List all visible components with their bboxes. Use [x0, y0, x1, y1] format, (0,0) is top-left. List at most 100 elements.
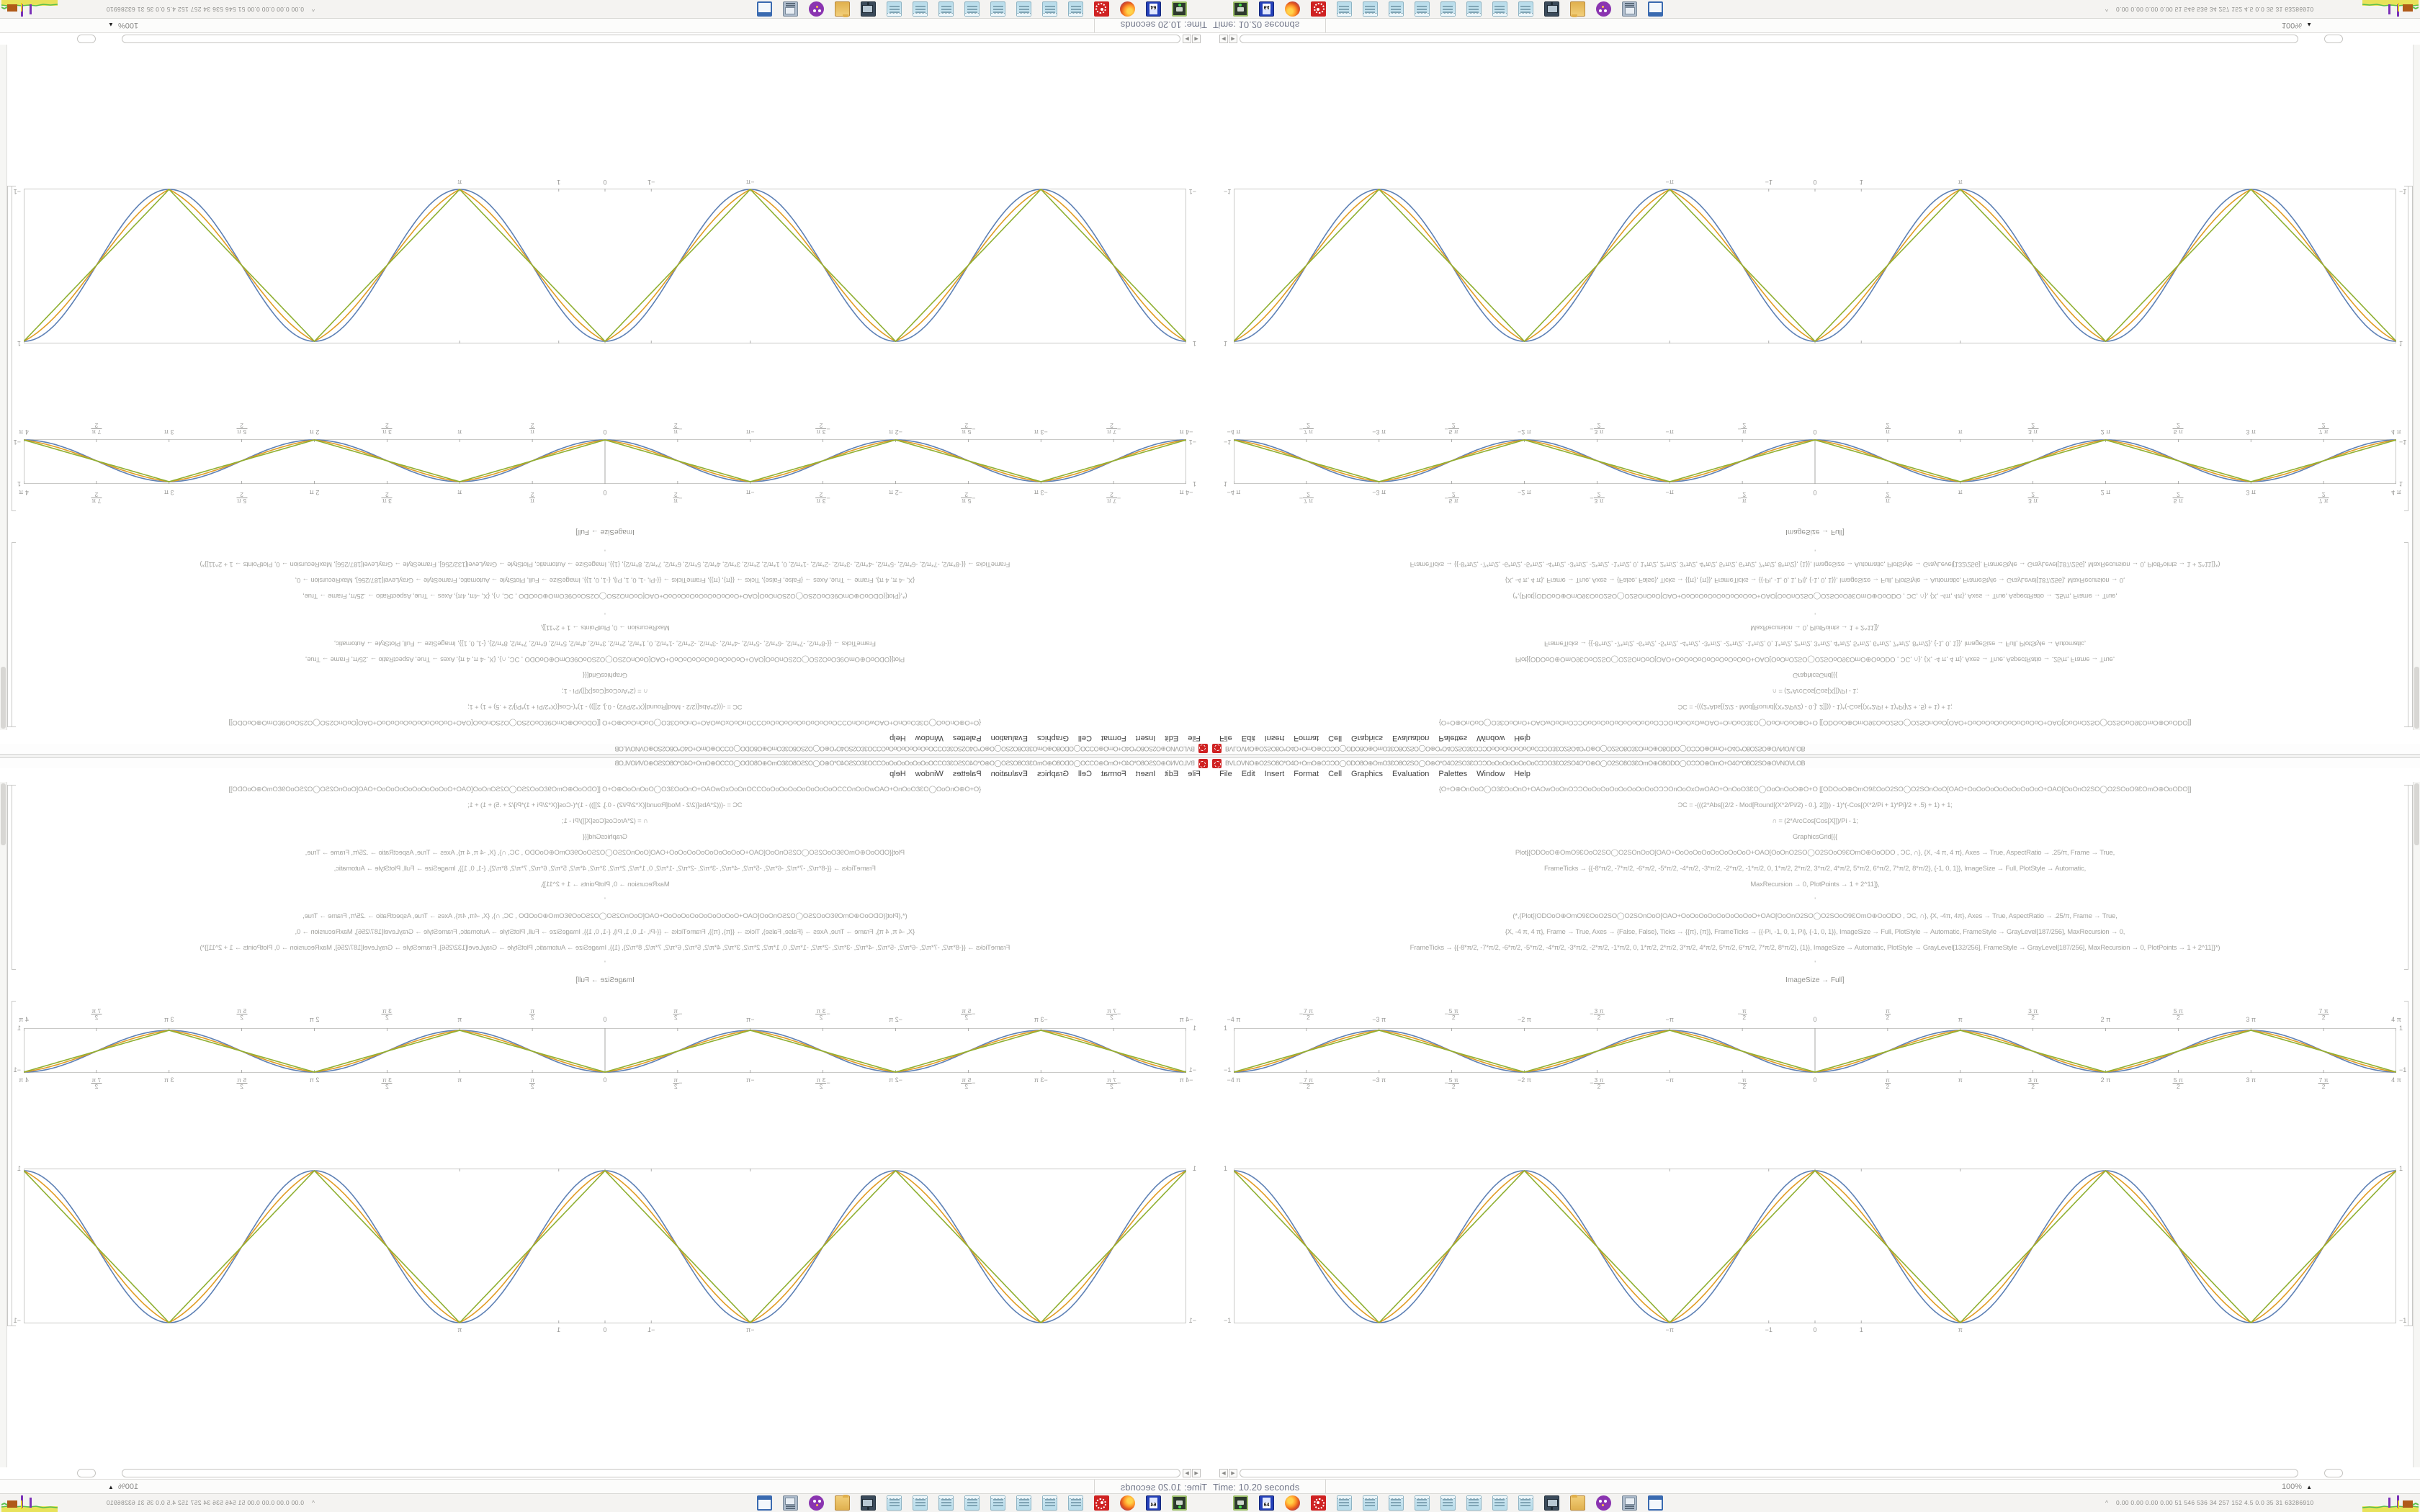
- code-line-5[interactable]: Plot[{ODOoO⊕OmO9ƐOoO2SO◯O2SOnOoO[OAO+OoO…: [1515, 655, 2115, 663]
- code-line-12[interactable]: ': [1814, 544, 1816, 552]
- window-icon[interactable]: [757, 1495, 772, 1511]
- plotD-chart[interactable]: [24, 189, 1186, 343]
- menu-evaluation[interactable]: Evaluation: [1392, 734, 1430, 742]
- scroll-right-button[interactable]: ▶: [1229, 35, 1237, 43]
- code-line-8[interactable]: ': [604, 608, 606, 616]
- system-monitor-graph[interactable]: [1, 1495, 58, 1512]
- code-line-11[interactable]: FrameTicks → {{-8*π/2, -7*π/2, -6*π/2, -…: [200, 944, 1010, 952]
- notebook-code-cells[interactable]: {O+O⊕OnOoO◯O3ƐOoOnO+OAOwOoOnOƆƆOoOoOoOoO…: [0, 782, 1210, 972]
- notepad-icon[interactable]: [1518, 1495, 1533, 1511]
- code-line-5[interactable]: Plot[{ODOoO⊕OmO9ƐOoO2SO◯O2SOnOoO[OAO+OoO…: [305, 849, 905, 857]
- gear-icon[interactable]: [1094, 1, 1109, 17]
- menu-insert[interactable]: Insert: [1264, 734, 1285, 742]
- menu-cell[interactable]: Cell: [1328, 770, 1343, 778]
- firefox-icon[interactable]: [1285, 1, 1300, 17]
- code-line-4[interactable]: GraphicsGrid[{{: [1793, 833, 1837, 841]
- notebook-code-cells[interactable]: {O+O⊕OnOoO◯O3ƐOoOnO+OAOwOoOnOƆƆOoOoOoOoO…: [0, 540, 1210, 730]
- notepad-icon[interactable]: [1068, 1495, 1083, 1511]
- system-monitor-graph[interactable]: [2362, 1495, 2419, 1512]
- notepad-icon[interactable]: [1016, 1, 1031, 17]
- code-line-1[interactable]: {O+O⊕OnOoO◯O3ƐOoOnO+OAOwOoOnOƆƆOoOoOoOoO…: [228, 786, 982, 793]
- code-line-7[interactable]: MaxRecursion → 0, PlotPoints → 1 + 2^11]…: [540, 624, 670, 631]
- code-line-3[interactable]: ∩ = (2*ArcCos[Cos[X]])/Pi - 1;: [562, 817, 648, 825]
- cell-bracket-code[interactable]: [2404, 785, 2408, 970]
- menu-format[interactable]: Format: [1101, 770, 1126, 778]
- menu-edit[interactable]: Edit: [1241, 770, 1255, 778]
- cell-bracket-code[interactable]: [12, 785, 16, 970]
- code-line-4[interactable]: GraphicsGrid[{{: [583, 671, 627, 679]
- notepad-icon[interactable]: [1466, 1495, 1482, 1511]
- menu-evaluation[interactable]: Evaluation: [990, 770, 1028, 778]
- menu-edit[interactable]: Edit: [1241, 734, 1255, 742]
- code-line-10[interactable]: {X, -4 π, 4 π}, Frame → True, Axes → {Fa…: [295, 576, 915, 584]
- scroll-left-button[interactable]: ◀: [1219, 1469, 1228, 1477]
- code-line-2[interactable]: ƆC = -(((2*Abs[(2/2 - Mod[Round[(X*2/Pi/…: [467, 703, 743, 711]
- vertical-scrollbar[interactable]: [2413, 782, 2420, 1467]
- code-line-8[interactable]: ': [1814, 896, 1816, 904]
- code-line-7[interactable]: MaxRecursion → 0, PlotPoints → 1 + 2^11]…: [540, 881, 670, 888]
- notepad-icon[interactable]: [1337, 1495, 1352, 1511]
- notepad-icon[interactable]: [1389, 1495, 1404, 1511]
- code-line-7[interactable]: MaxRecursion → 0, PlotPoints → 1 + 2^11]…: [1750, 881, 1880, 888]
- notepad-icon[interactable]: [964, 1, 980, 17]
- menu-graphics[interactable]: Graphics: [1351, 734, 1384, 742]
- notepad-icon[interactable]: [913, 1, 928, 17]
- gear-icon[interactable]: [1311, 1, 1326, 17]
- code-line-1[interactable]: {O+O⊕OnOoO◯O3ƐOoOnO+OAOwOoOnOƆƆOoOoOoOoO…: [228, 719, 982, 726]
- notebook-code-cells[interactable]: {O+O⊕OnOoO◯O3ƐOoOnO+OAOwOoOnOƆƆOoOoOoOoO…: [1210, 540, 2420, 730]
- owl-icon[interactable]: [809, 1, 824, 17]
- notepad-icon[interactable]: [913, 1495, 928, 1511]
- printer-icon[interactable]: [1622, 1, 1637, 17]
- menu-palettes[interactable]: Palettes: [1438, 734, 1468, 742]
- code-line-2[interactable]: ƆC = -(((2*Abs[(2/2 - Mod[Round[(X*2/Pi/…: [1677, 801, 1953, 809]
- system-monitor-graph[interactable]: [2362, 0, 2419, 17]
- code-line-9[interactable]: (*,{Plot[(ODOoO⊕OmO9ƐOoO2SO◯O2SOnOoO[OAO…: [302, 592, 908, 600]
- folder-icon[interactable]: [835, 1495, 850, 1511]
- owl-icon[interactable]: [1596, 1495, 1611, 1511]
- gear-icon[interactable]: [1311, 1495, 1326, 1511]
- horizontal-scrollbar[interactable]: ◀ ▶: [1210, 1469, 2420, 1478]
- webcam-icon[interactable]: [1233, 1495, 1248, 1511]
- projector-icon[interactable]: [861, 1, 876, 17]
- plotC-chart[interactable]: [24, 439, 1186, 484]
- code-line-11[interactable]: FrameTicks → {{-8*π/2, -7*π/2, -6*π/2, -…: [200, 560, 1010, 568]
- menu-format[interactable]: Format: [1101, 734, 1126, 742]
- menu-cell[interactable]: Cell: [1077, 770, 1092, 778]
- menu-file[interactable]: File: [1188, 734, 1201, 742]
- firefox-icon[interactable]: [1120, 1495, 1135, 1511]
- notepad-icon[interactable]: [938, 1495, 954, 1511]
- cell-bracket-outer[interactable]: [2408, 785, 2413, 1326]
- horizontal-scrollbar-track[interactable]: [122, 1469, 1180, 1477]
- printer-icon[interactable]: [783, 1495, 798, 1511]
- floppy64-icon[interactable]: [1259, 1, 1274, 17]
- notepad-icon[interactable]: [1363, 1, 1378, 17]
- firefox-icon[interactable]: [1120, 1, 1135, 17]
- plotC-chart[interactable]: [24, 1028, 1186, 1073]
- webcam-icon[interactable]: [1233, 1, 1248, 17]
- code-line-4[interactable]: GraphicsGrid[{{: [1793, 671, 1837, 679]
- code-line-6[interactable]: FrameTicks → {{-8*π/2, -7*π/2, -6*π/2, -…: [333, 639, 877, 647]
- menu-graphics[interactable]: Graphics: [1351, 770, 1384, 778]
- notepad-icon[interactable]: [1440, 1495, 1456, 1511]
- menu-help[interactable]: Help: [1514, 770, 1531, 778]
- horizontal-scrollbar-track[interactable]: [122, 35, 1180, 43]
- webcam-icon[interactable]: [1172, 1, 1187, 17]
- scroll-right-button[interactable]: ▶: [1183, 1469, 1191, 1477]
- code-line-3[interactable]: ∩ = (2*ArcCos[Cos[X]])/Pi - 1;: [1772, 817, 1858, 825]
- menu-palettes[interactable]: Palettes: [952, 770, 982, 778]
- code-line-5[interactable]: Plot[{ODOoO⊕OmO9ƐOoO2SO◯O2SOnOoO[OAO+OoO…: [1515, 849, 2115, 857]
- notepad-icon[interactable]: [1492, 1495, 1507, 1511]
- plotD-chart[interactable]: [1234, 189, 2396, 343]
- notepad-icon[interactable]: [938, 1, 954, 17]
- horizontal-scrollbar[interactable]: ◀ ▶: [1210, 34, 2420, 43]
- magnification-dropdown[interactable]: 100%▲: [2281, 21, 2312, 30]
- floppy64-icon[interactable]: [1146, 1, 1161, 17]
- cell-bracket-plots[interactable]: [2404, 1001, 2408, 1326]
- cell-bracket-code[interactable]: [2404, 542, 2408, 727]
- window-icon[interactable]: [1648, 1, 1663, 17]
- vertical-scrollbar-thumb[interactable]: [2414, 667, 2419, 729]
- notepad-icon[interactable]: [887, 1, 902, 17]
- firefox-icon[interactable]: [1285, 1495, 1300, 1511]
- notepad-icon[interactable]: [1466, 1, 1482, 17]
- floppy64-icon[interactable]: [1259, 1495, 1274, 1511]
